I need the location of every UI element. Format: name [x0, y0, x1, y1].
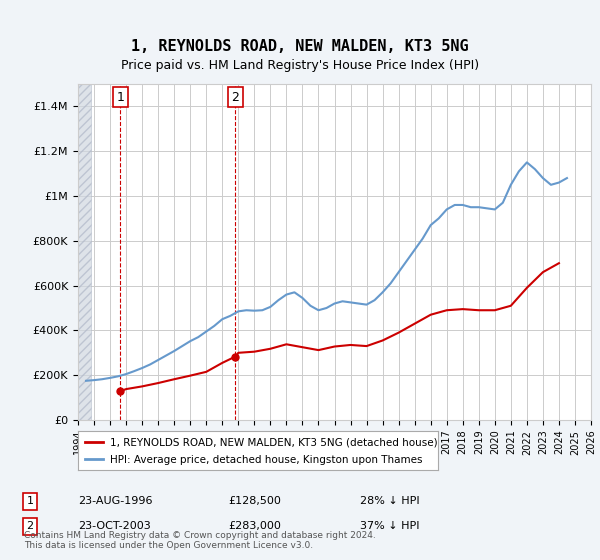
- Text: Price paid vs. HM Land Registry's House Price Index (HPI): Price paid vs. HM Land Registry's House …: [121, 59, 479, 72]
- Text: 23-OCT-2003: 23-OCT-2003: [78, 521, 151, 531]
- Text: HPI: Average price, detached house, Kingston upon Thames: HPI: Average price, detached house, King…: [110, 455, 423, 465]
- Text: 1, REYNOLDS ROAD, NEW MALDEN, KT3 5NG (detached house): 1, REYNOLDS ROAD, NEW MALDEN, KT3 5NG (d…: [110, 438, 438, 448]
- Text: 28% ↓ HPI: 28% ↓ HPI: [360, 496, 419, 506]
- Text: 1, REYNOLDS ROAD, NEW MALDEN, KT3 5NG: 1, REYNOLDS ROAD, NEW MALDEN, KT3 5NG: [131, 39, 469, 54]
- Text: 1: 1: [26, 496, 34, 506]
- Text: £283,000: £283,000: [228, 521, 281, 531]
- Text: 37% ↓ HPI: 37% ↓ HPI: [360, 521, 419, 531]
- Text: 1: 1: [116, 91, 124, 104]
- Bar: [78, 84, 91, 420]
- Text: £128,500: £128,500: [228, 496, 281, 506]
- Text: 23-AUG-1996: 23-AUG-1996: [78, 496, 152, 506]
- Text: 2: 2: [26, 521, 34, 531]
- Text: Contains HM Land Registry data © Crown copyright and database right 2024.
This d: Contains HM Land Registry data © Crown c…: [24, 530, 376, 550]
- Text: 2: 2: [232, 91, 239, 104]
